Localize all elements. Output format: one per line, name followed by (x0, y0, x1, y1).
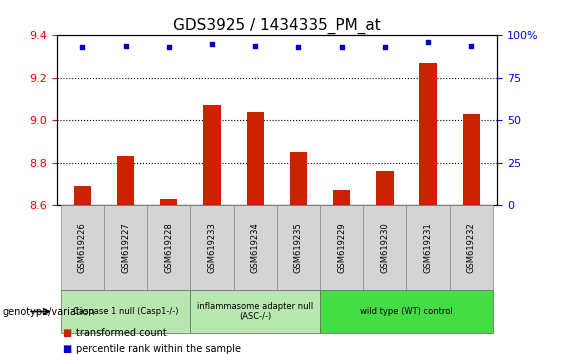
Bar (117, 156, 134, 205)
Text: GSM619233: GSM619233 (207, 222, 216, 273)
Bar (104, 205, 147, 290)
Text: Caspase 1 null (Casp1-/-): Caspase 1 null (Casp1-/-) (73, 307, 179, 316)
Bar (277, 205, 320, 290)
Bar (203, 105, 221, 205)
Text: percentile rank within the sample: percentile rank within the sample (76, 344, 241, 354)
Point (294, 45, 303, 50)
Text: GSM619235: GSM619235 (294, 222, 303, 273)
Bar (190, 205, 234, 290)
Point (78, 45, 87, 50)
Bar (147, 205, 190, 290)
Text: GSM619229: GSM619229 (337, 222, 346, 273)
Point (380, 45, 389, 50)
Bar (160, 199, 177, 205)
Text: wild type (WT) control: wild type (WT) control (360, 307, 453, 316)
Text: inflammasome adapter null
(ASC-/-): inflammasome adapter null (ASC-/-) (197, 302, 314, 321)
Bar (419, 63, 437, 205)
Bar (363, 205, 406, 290)
Title: GDS3925 / 1434335_PM_at: GDS3925 / 1434335_PM_at (173, 18, 381, 34)
Text: ■: ■ (62, 328, 71, 338)
Text: GSM619231: GSM619231 (424, 222, 433, 273)
Point (121, 43, 130, 48)
Text: GSM619234: GSM619234 (251, 222, 260, 273)
Bar (234, 205, 277, 290)
Point (467, 43, 476, 48)
Bar (463, 114, 480, 205)
Text: GSM619228: GSM619228 (164, 222, 173, 273)
Text: GSM619227: GSM619227 (121, 222, 130, 273)
Point (424, 39, 433, 45)
Text: ■: ■ (62, 344, 71, 354)
Point (164, 45, 173, 50)
Bar (290, 152, 307, 205)
Bar (333, 190, 350, 205)
Bar (246, 112, 264, 205)
Bar (320, 205, 363, 290)
Text: GSM619230: GSM619230 (380, 222, 389, 273)
Text: GSM619232: GSM619232 (467, 222, 476, 273)
Bar (61, 290, 190, 333)
Point (251, 43, 260, 48)
Bar (61, 205, 104, 290)
Bar (320, 290, 493, 333)
Bar (406, 205, 450, 290)
Bar (74, 186, 91, 205)
Point (207, 41, 216, 47)
Bar (376, 171, 393, 205)
Text: genotype/variation: genotype/variation (3, 307, 95, 316)
Text: GSM619226: GSM619226 (78, 222, 87, 273)
Point (337, 45, 346, 50)
Bar (450, 205, 493, 290)
Bar (190, 290, 320, 333)
Text: transformed count: transformed count (76, 328, 167, 338)
